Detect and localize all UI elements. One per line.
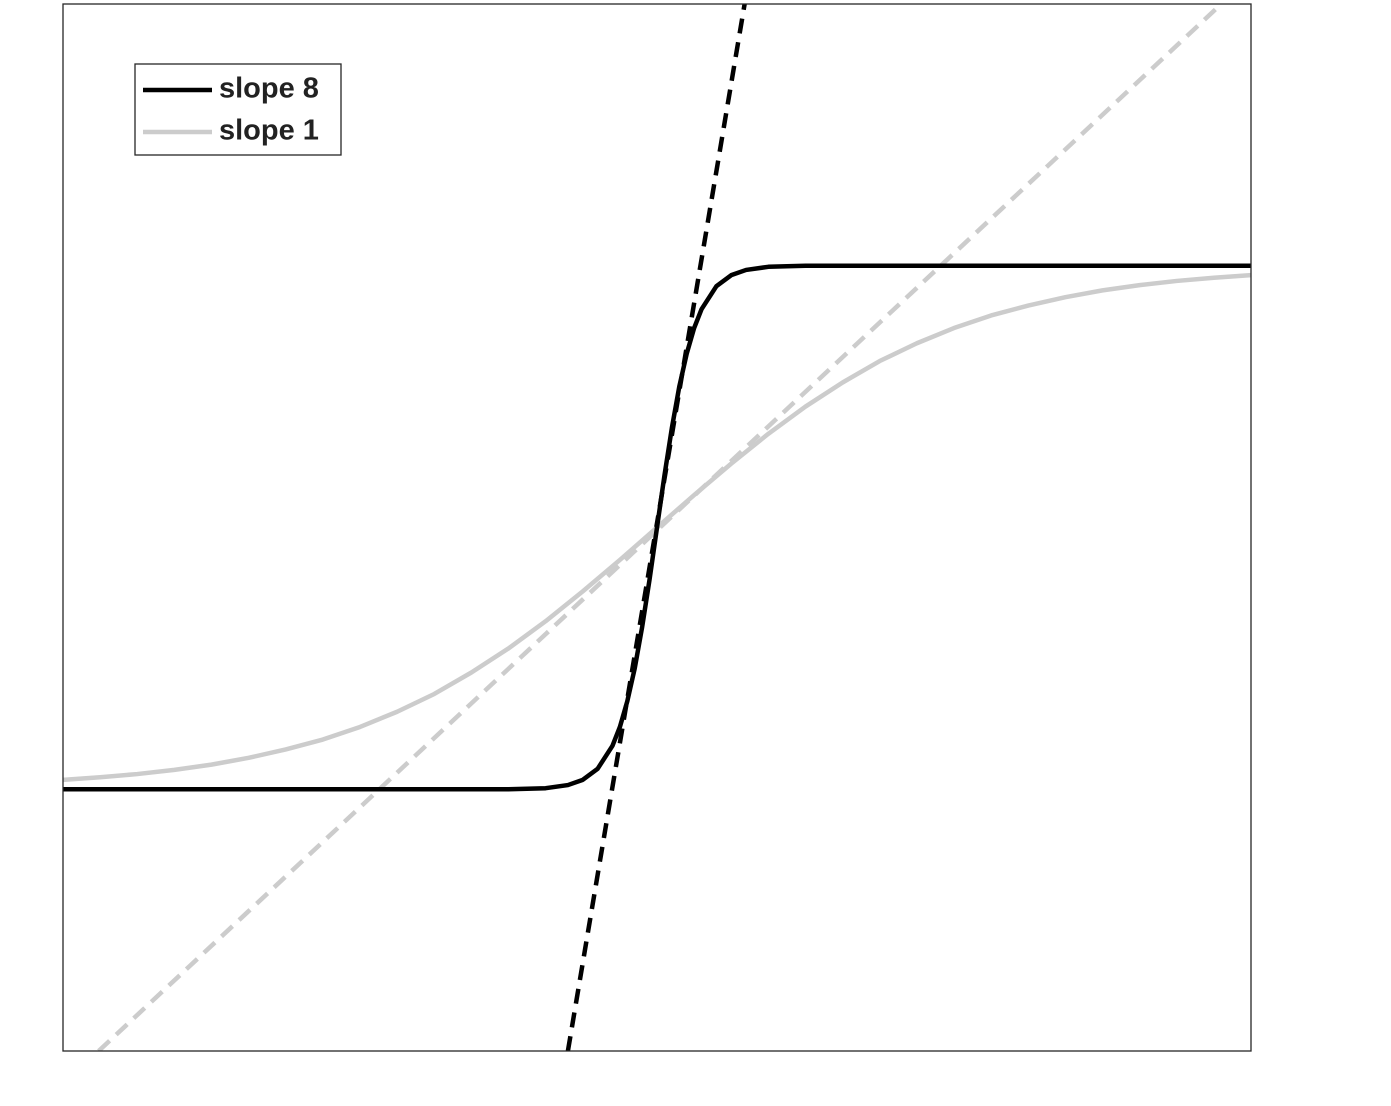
axes-box [62,3,1252,1052]
legend-label: slope 8 [219,73,319,105]
legend-box [134,63,342,156]
series-line [63,263,1251,792]
plot-area [63,4,1251,1051]
legend: slope 8 slope 1 [134,63,342,156]
legend-label: slope 1 [219,115,319,147]
dashed-line [97,4,1223,1051]
